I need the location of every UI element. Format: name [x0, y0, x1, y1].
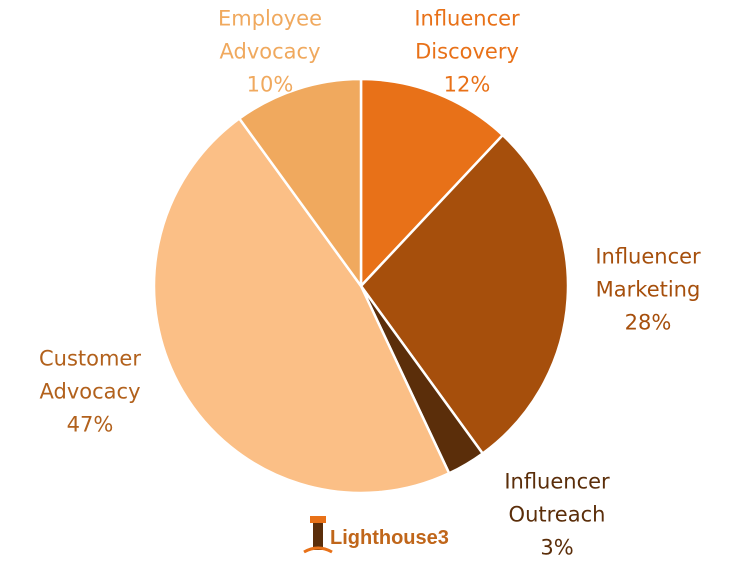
category-label: Influencer Marketing	[595, 244, 701, 302]
pie-slice	[237, 77, 363, 290]
logo-wave	[303, 546, 333, 554]
logo-lamp	[310, 516, 326, 523]
slice-label: Influencer Outreach 3%	[487, 466, 627, 563]
slice-label: Influencer Discovery 12%	[397, 3, 537, 102]
value-label: 28%	[624, 310, 672, 335]
value-label: 3%	[540, 535, 574, 560]
category-label: Employee Advocacy	[217, 6, 322, 64]
logo-icon	[303, 516, 333, 554]
pie-slice	[359, 133, 570, 456]
pie-slice	[359, 77, 505, 290]
category-label: Customer Advocacy	[38, 346, 141, 404]
value-label: 12%	[443, 72, 491, 97]
slice-label: Customer Advocacy 47%	[20, 343, 160, 442]
slice-label: Influencer Marketing 28%	[578, 241, 718, 340]
logo-tower	[313, 522, 323, 550]
pie-slice	[152, 116, 451, 495]
value-label: 47%	[66, 412, 114, 437]
value-label: 10%	[246, 72, 294, 97]
logo-text: Lighthouse3	[330, 527, 449, 549]
category-label: Influencer Discovery	[414, 6, 520, 64]
category-label: Influencer Outreach	[504, 469, 610, 527]
slice-label: Employee Advocacy 10%	[200, 3, 340, 102]
